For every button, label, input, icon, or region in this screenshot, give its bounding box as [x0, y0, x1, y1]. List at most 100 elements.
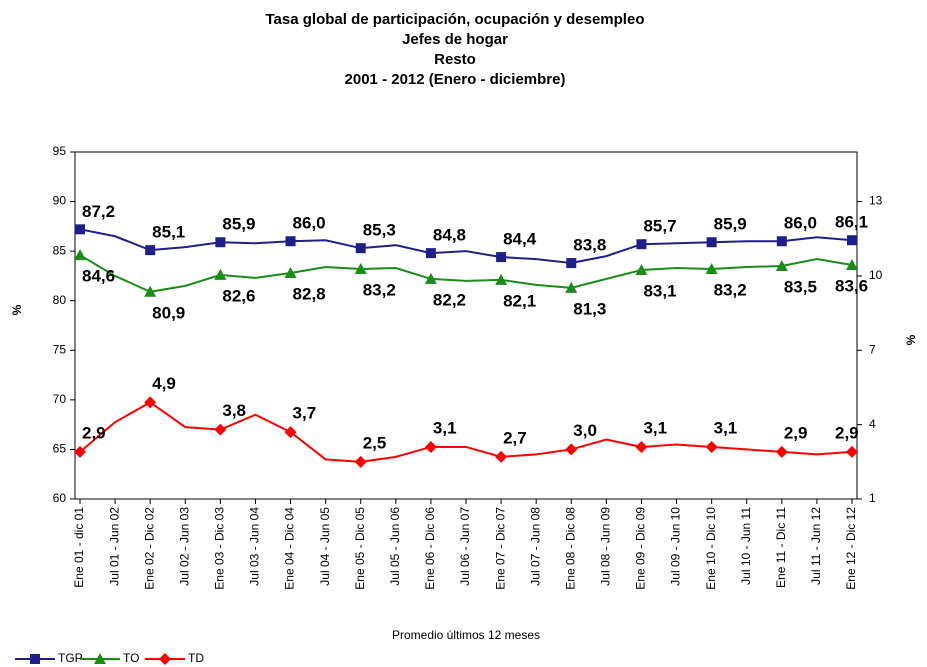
marker [706, 237, 717, 248]
marker [355, 243, 366, 254]
marker [565, 443, 578, 456]
marker [635, 263, 648, 275]
data-label: 85,9 [222, 215, 255, 234]
x-tick-label: Ene 12 - Dic 12 [844, 507, 858, 590]
y2-tick-label: 4 [869, 417, 876, 431]
data-label: 83,6 [835, 277, 868, 296]
chart-title: Jefes de hogar [402, 31, 508, 48]
marker [635, 440, 648, 453]
chart-title: Resto [434, 51, 476, 68]
y2-tick-label: 10 [869, 268, 883, 282]
y-tick-label: 95 [53, 144, 67, 158]
x-tick-label: Jul 02 - Jun 03 [177, 507, 191, 586]
data-label: 82,2 [433, 290, 466, 309]
data-label: 2,9 [784, 423, 808, 442]
marker [424, 440, 437, 453]
legend-label: TGP [58, 651, 83, 665]
y-axis-label: % [10, 304, 24, 315]
x-tick-label: Jul 01 - Jun 02 [107, 507, 121, 586]
data-label: 3,0 [573, 421, 597, 440]
chart-title: Tasa global de participación, ocupación … [266, 11, 645, 28]
marker [74, 445, 86, 458]
data-label: 2,5 [363, 433, 387, 452]
marker [284, 426, 297, 439]
data-label: 85,9 [714, 215, 747, 234]
data-label: 80,9 [152, 303, 185, 322]
marker [847, 235, 857, 246]
data-label: 86,0 [293, 214, 326, 233]
data-label: 3,7 [293, 404, 317, 423]
marker [846, 445, 858, 458]
x-tick-label: Jul 08 - Jun 09 [599, 507, 613, 586]
marker [214, 423, 227, 436]
marker [705, 440, 718, 453]
x-tick-label: Jul 03 - Jun 04 [248, 507, 262, 586]
marker [215, 237, 226, 248]
data-label: 83,5 [784, 277, 817, 296]
x-tick-label: Ene 06 - Dic 06 [423, 507, 437, 590]
legend-marker [30, 654, 40, 664]
y-tick-label: 60 [53, 491, 67, 505]
marker [846, 259, 858, 271]
y-tick-label: 80 [53, 293, 67, 307]
marker [145, 245, 156, 256]
legend-marker [159, 653, 171, 665]
x-tick-label: Ene 08 - Dic 08 [563, 507, 577, 590]
data-label: 2,7 [503, 428, 527, 447]
data-label: 83,1 [643, 281, 676, 300]
y2-tick-label: 13 [869, 194, 883, 208]
x-tick-label: Jul 05 - Jun 06 [388, 507, 402, 586]
data-label: 4,9 [152, 374, 176, 393]
marker [776, 236, 787, 247]
x-axis-label: Promedio últimos 12 meses [392, 628, 540, 642]
y-tick-label: 70 [53, 392, 67, 406]
marker [144, 285, 157, 297]
marker [74, 249, 86, 261]
data-label: 85,7 [643, 217, 676, 236]
y-tick-label: 75 [53, 342, 67, 356]
data-label: 82,1 [503, 291, 536, 310]
marker [144, 396, 157, 409]
x-tick-label: Ene 10 - Dic 10 [704, 507, 718, 590]
data-label: 3,1 [714, 418, 738, 437]
data-label: 2,9 [835, 423, 859, 442]
data-label: 87,2 [82, 202, 115, 221]
marker [214, 268, 227, 280]
marker [495, 450, 508, 463]
data-label: 3,1 [643, 418, 667, 437]
x-tick-label: Jul 09 - Jun 10 [669, 507, 683, 586]
x-tick-label: Jul 07 - Jun 08 [528, 507, 542, 586]
x-tick-label: Ene 11 - Dic 11 [774, 507, 788, 588]
data-label: 85,3 [363, 221, 396, 240]
x-tick-label: Jul 10 - Jun 11 [739, 507, 753, 585]
marker [775, 445, 788, 458]
data-label: 3,8 [222, 401, 246, 420]
marker [354, 262, 367, 274]
x-tick-label: Ene 02 - Dic 02 [142, 507, 156, 590]
legend-label: TD [188, 651, 204, 665]
marker [775, 260, 788, 272]
x-tick-label: Ene 09 - Dic 09 [634, 507, 648, 590]
data-label: 2,9 [82, 423, 106, 442]
data-label: 84,6 [82, 267, 115, 286]
data-label: 83,2 [714, 280, 747, 299]
marker [354, 455, 367, 468]
data-label: 81,3 [573, 299, 606, 318]
marker [425, 248, 436, 259]
data-label: 82,6 [222, 286, 255, 305]
data-label: 82,8 [293, 284, 326, 303]
data-label: 83,8 [573, 236, 606, 255]
data-label: 84,8 [433, 226, 466, 245]
legend-label: TO [123, 651, 139, 665]
y-tick-label: 90 [53, 194, 67, 208]
marker [496, 252, 507, 263]
marker [705, 262, 718, 274]
marker [495, 273, 508, 285]
marker [285, 236, 296, 247]
y2-tick-label: 1 [869, 491, 876, 505]
x-tick-label: Ene 05 - Dic 05 [353, 507, 367, 590]
x-tick-label: Ene 03 - Dic 03 [213, 507, 227, 590]
series-line [79, 228, 853, 265]
marker [284, 266, 297, 278]
